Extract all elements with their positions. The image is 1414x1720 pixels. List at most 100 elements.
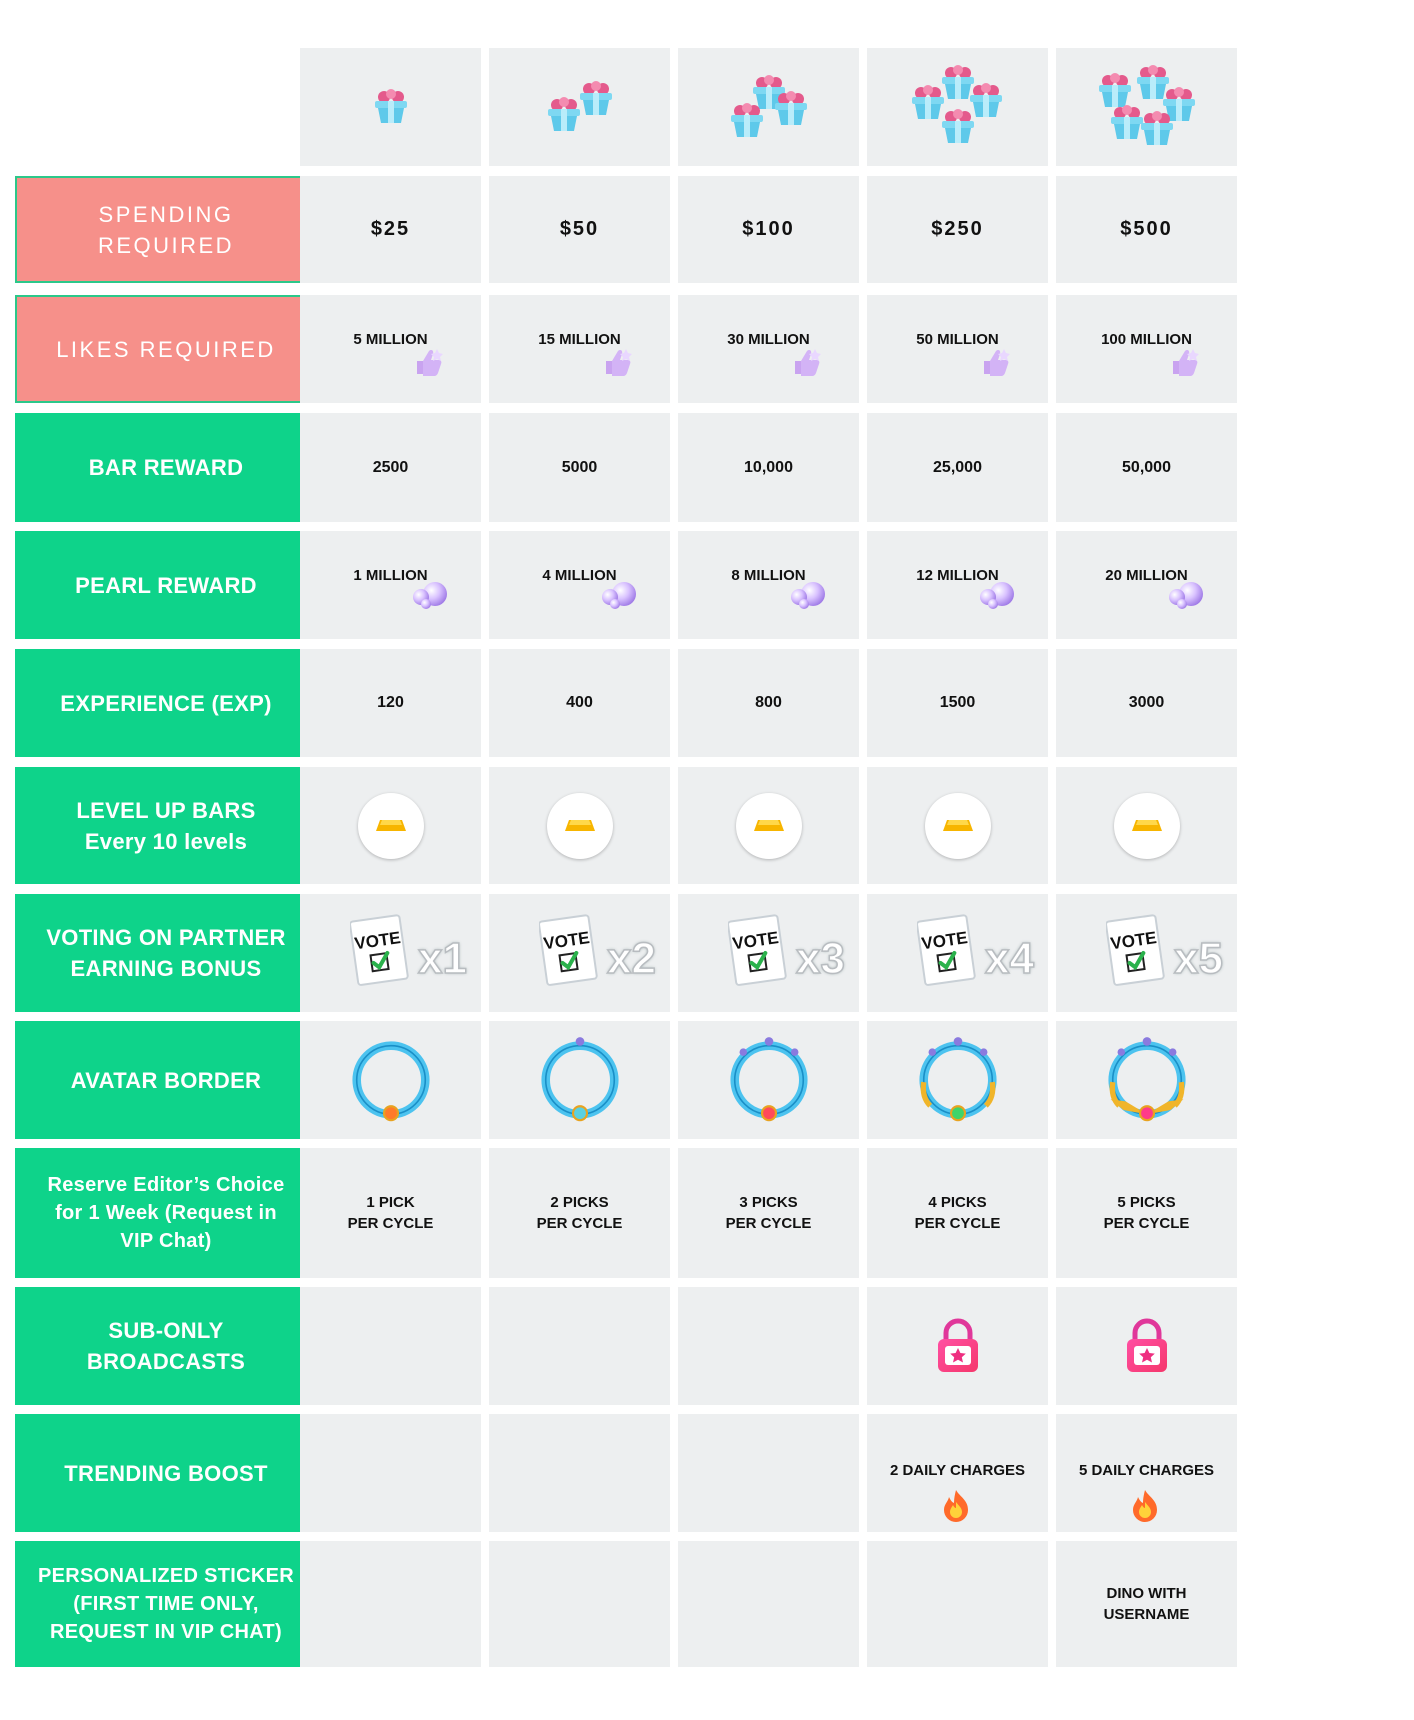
- row-label-text: EXPERIENCE (EXP): [60, 690, 272, 716]
- subonly-cell-tier-4: [867, 1287, 1048, 1405]
- pearl-cell-tier-3: 8 MILLION: [678, 531, 859, 639]
- gift-box-icon: [727, 102, 767, 145]
- vote-multiplier: x3: [795, 933, 845, 984]
- gift-box-icon: [1095, 72, 1135, 115]
- row-label-text: PEARL REWARD: [75, 572, 257, 598]
- likes-value: 15 MILLION: [538, 331, 621, 348]
- reserve-value: 2 PICKS PER CYCLE: [536, 1194, 623, 1232]
- trending-group: 2 DAILY CHARGES: [867, 1414, 1048, 1532]
- gift-box-icon: [938, 64, 978, 107]
- exp-value: 120: [377, 694, 404, 711]
- pearl-group: 12 MILLION: [867, 531, 1048, 639]
- exp-value: 400: [566, 694, 593, 711]
- voting-cell-tier-1: VOTE x1: [300, 894, 481, 1012]
- bar-value: 50,000: [1122, 458, 1171, 476]
- thumbs-up-icon: [791, 347, 825, 382]
- row-label-text: PERSONALIZED STICKER (FIRST TIME ONLY, R…: [37, 1565, 295, 1643]
- likes-cell-tier-2: 15 MILLION: [489, 295, 670, 403]
- pearl-group: 4 MILLION: [489, 531, 670, 639]
- likes-group: 100 MILLION: [1056, 295, 1237, 403]
- gift-box-icon: [1137, 110, 1177, 153]
- levelup-cell-tier-2: [489, 767, 670, 884]
- gift-box-icon: [966, 82, 1006, 125]
- levelup-cell-tier-4: [867, 767, 1048, 884]
- gold-bar-icon: [564, 819, 596, 833]
- voting-cell-tier-4: VOTE x4: [867, 894, 1048, 1012]
- gold-bar-icon: [753, 819, 785, 833]
- row-label-likes: LIKES REQUIRED: [15, 295, 317, 403]
- likes-value: 30 MILLION: [727, 331, 810, 348]
- avatar-ring-icon: [915, 1035, 1001, 1125]
- trending-cell-tier-5: 5 DAILY CHARGES: [1056, 1414, 1237, 1532]
- header-cell-tier-1: [300, 48, 481, 166]
- levelup-cell-tier-1: [300, 767, 481, 884]
- row-label-reserve: Reserve Editor’s Choice for 1 Week (Requ…: [15, 1148, 317, 1278]
- pearl-icon: [600, 579, 638, 614]
- sticker-cell-tier-4: [867, 1541, 1048, 1667]
- subonly-cell-tier-3: [678, 1287, 859, 1405]
- sticker-cell-tier-1: [300, 1541, 481, 1667]
- row-label-spending: SPENDING REQUIRED: [15, 176, 317, 283]
- pearl-value: 12 MILLION: [916, 567, 999, 584]
- gift-box-icon: [1133, 64, 1173, 107]
- bar-cell-tier-4: 25,000: [867, 413, 1048, 522]
- likes-group: 5 MILLION: [300, 295, 481, 403]
- avatar-cell-tier-4: [867, 1021, 1048, 1139]
- vote-multiplier: x1: [417, 933, 467, 984]
- vote-multiplier: x5: [1173, 933, 1223, 984]
- trending-cell-tier-1: [300, 1414, 481, 1532]
- gift-box-icon: [371, 88, 411, 131]
- row-label-trending: TRENDING BOOST: [15, 1414, 317, 1532]
- exp-cell-tier-1: 120: [300, 649, 481, 757]
- sticker-cell-tier-3: [678, 1541, 859, 1667]
- gift-box-icon: [938, 108, 978, 151]
- gift-group: [300, 48, 481, 166]
- row-label-text: SUB-ONLY BROADCASTS: [86, 1318, 246, 1374]
- vote-group: VOTE x3: [678, 894, 859, 1012]
- exp-value: 1500: [939, 694, 976, 711]
- sticker-value: DINO WITH USERNAME: [1103, 1585, 1190, 1623]
- lock-icon: [935, 1317, 981, 1375]
- spending-value: $25: [370, 218, 411, 240]
- row-label-text: SPENDING REQUIRED: [97, 201, 235, 258]
- pearl-icon: [789, 579, 827, 614]
- vote-group: VOTE x5: [1056, 894, 1237, 1012]
- exp-cell-tier-5: 3000: [1056, 649, 1237, 757]
- row-label-exp: EXPERIENCE (EXP): [15, 649, 317, 757]
- row-label-levelup: LEVEL UP BARS Every 10 levels: [15, 767, 317, 884]
- levelup-cell-tier-5: [1056, 767, 1237, 884]
- gift-group: [678, 48, 859, 166]
- vote-group: VOTE x2: [489, 894, 670, 1012]
- sticker-cell-tier-2: [489, 1541, 670, 1667]
- pearl-group: 8 MILLION: [678, 531, 859, 639]
- level-up-bar-badge: [1113, 792, 1180, 859]
- subonly-cell-tier-1: [300, 1287, 481, 1405]
- pearl-cell-tier-2: 4 MILLION: [489, 531, 670, 639]
- reserve-cell-tier-5: 5 PICKS PER CYCLE: [1056, 1148, 1237, 1278]
- thumbs-up-icon: [1169, 347, 1203, 382]
- trending-value: 5 DAILY CHARGES: [1078, 1462, 1215, 1479]
- spending-cell-tier-5: $500: [1056, 176, 1237, 283]
- vote-group: VOTE x4: [867, 894, 1048, 1012]
- trending-cell-tier-3: [678, 1414, 859, 1532]
- thumbs-up-icon: [602, 347, 636, 382]
- thumbs-up-icon: [980, 347, 1014, 382]
- gift-box-icon: [576, 80, 616, 123]
- pearl-icon: [1167, 579, 1205, 614]
- vote-multiplier: x2: [606, 933, 656, 984]
- likes-group: 15 MILLION: [489, 295, 670, 403]
- subonly-cell-tier-2: [489, 1287, 670, 1405]
- likes-cell-tier-1: 5 MILLION: [300, 295, 481, 403]
- avatar-ring-icon: [537, 1035, 623, 1125]
- voting-cell-tier-3: VOTE x3: [678, 894, 859, 1012]
- reserve-value: 4 PICKS PER CYCLE: [914, 1194, 1001, 1232]
- spending-cell-tier-1: $25: [300, 176, 481, 283]
- exp-cell-tier-2: 400: [489, 649, 670, 757]
- avatar-ring-icon: [1104, 1035, 1190, 1125]
- row-label-voting: VOTING ON PARTNER EARNING BONUS: [15, 894, 317, 1012]
- bar-cell-tier-3: 10,000: [678, 413, 859, 522]
- subonly-cell-tier-5: [1056, 1287, 1237, 1405]
- vote-card-icon: VOTE: [1105, 914, 1166, 993]
- likes-cell-tier-3: 30 MILLION: [678, 295, 859, 403]
- trending-cell-tier-2: [489, 1414, 670, 1532]
